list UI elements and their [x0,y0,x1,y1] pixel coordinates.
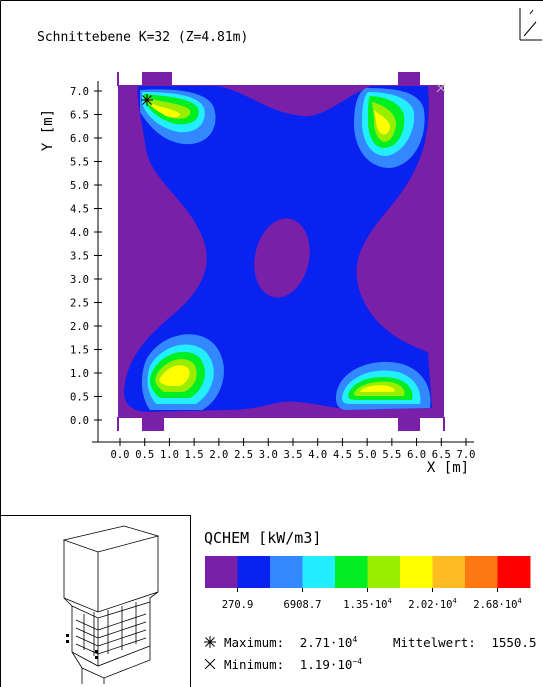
y-tick-label: 6.0 [70,133,89,145]
legend-label-exponent: 4 [453,597,457,605]
x-tick-label: 2.5 [234,449,253,461]
y-tick-label: 3.0 [70,274,89,286]
y-tick-label: 2.0 [70,321,89,333]
y-tick-label: 7.0 [70,86,89,98]
y-tick-label: 4.0 [70,227,89,239]
legend-label: 1.35·104 [343,597,391,611]
y-tick-label: 0.0 [70,415,89,427]
mean-value: 1550.5 [491,635,536,650]
legend-colorbar [205,556,531,588]
legend-label: 2.02·104 [408,597,456,611]
boiler-sketch-icon [62,525,160,684]
legend-title: QCHEM [kW/m3] [204,529,321,547]
hotspot-bottom-left [141,334,224,410]
plot-title: Schnittebene K=32 (Z=4.81m) [37,30,248,45]
x-tick-label: 5.5 [382,449,401,461]
y-axis-label: Y [m] [40,109,56,151]
orientation-glyph-icon [519,8,542,41]
legend-label-value: 270.9 [222,599,254,611]
legend-label-value: 1.35·10 [343,599,387,611]
min-label: Minimum: [224,657,284,672]
y-tick-label: 6.5 [70,110,89,122]
legend-labels: 270.9 6908.7 1.35·104 2.02·104 2.68·104 [222,588,522,611]
x-tick-label: 7.0 [457,449,476,461]
y-tick-label: 0.5 [70,392,89,404]
x-tick-label: 5.0 [358,449,377,461]
y-tick-label: 5.0 [70,180,89,192]
legend-swatch [497,556,531,588]
legend-swatch [367,556,401,588]
y-axis-ticks: 7.0 6.5 6.0 5.5 5.0 4.5 4.0 3.5 3.0 2.5 2.0 1.5 1.0 0… [70,86,102,427]
x-axis-ticks: 0.0 0.5 1.0 1.5 2.0 2.5 3.0 3.5 4.0 4.5 5.0 5.5 6.0 6… [111,438,476,461]
x-tick-label: 6.5 [432,449,451,461]
min-value: 1.19·10 [300,657,353,672]
x-tick-label: 3.5 [284,449,303,461]
legend-swatch [335,556,368,588]
axes [92,81,474,443]
min-exponent: −4 [352,657,362,666]
legend-swatch [465,556,498,588]
x-tick-label: 4.0 [308,449,327,461]
svg-text:Maximum: 2.71·104: Maximum: 2.71·104 [224,635,357,650]
legend-swatch [237,556,271,588]
legend-label: 270.9 [222,599,254,611]
x-tick-label: 6.0 [407,449,426,461]
cross-legend-icon [204,658,216,670]
legend-label-value: 6908.7 [284,599,322,611]
y-tick-label: 1.5 [70,345,89,357]
legend-swatch [205,556,238,588]
max-exponent: 4 [352,635,357,644]
max-value: 2.71·10 [300,635,353,650]
legend-label-exponent: 4 [388,597,392,605]
svg-text:Mittelwert: 1550.5: Mittelwert: 1550.5 [393,635,536,650]
y-tick-label: 5.5 [70,157,89,169]
legend-label-value: 2.68·10 [473,599,517,611]
y-tick-label: 1.0 [70,368,89,380]
legend-label-value: 2.02·10 [408,599,452,611]
cross-marker-icon [436,83,446,93]
mean-label: Mittelwert: [393,635,476,650]
legend-swatch [432,556,466,588]
hotspot-top-left [140,89,216,145]
legend-swatch [302,556,336,588]
asterisk-marker-icon [141,94,153,106]
svg-text:Minimum: 1.19·10−4: Minimum: 1.19·10−4 [224,657,362,672]
stats-min-row: Minimum: 1.19·10−4 [204,657,362,672]
hotspot-bottom-right [336,361,431,410]
x-tick-label: 1.0 [160,449,179,461]
contour-field [117,72,446,431]
x-tick-label: 0.5 [135,449,154,461]
x-tick-label: 3.0 [259,449,278,461]
stats-max-row: Maximum: 2.71·104 Mittelwert: 1550.5 [204,635,536,650]
y-tick-label: 2.5 [70,298,89,310]
x-tick-label: 2.0 [209,449,228,461]
legend-swatch [400,556,433,588]
legend-swatch [270,556,303,588]
legend-label-exponent: 4 [518,597,522,605]
boiler-burner-dots [66,634,98,659]
hotspot-top-right [354,88,425,168]
max-label: Maximum: [224,635,284,650]
x-tick-label: 1.5 [185,449,204,461]
x-axis-label: X [m] [427,460,469,476]
asterisk-legend-icon [204,636,216,648]
y-tick-label: 4.5 [70,204,89,216]
purple-hole [254,218,310,298]
legend-label: 2.68·104 [473,597,521,611]
y-tick-label: 3.5 [70,251,89,263]
x-tick-label: 0.0 [111,449,130,461]
x-tick-label: 4.5 [333,449,352,461]
legend-label: 6908.7 [284,599,322,611]
